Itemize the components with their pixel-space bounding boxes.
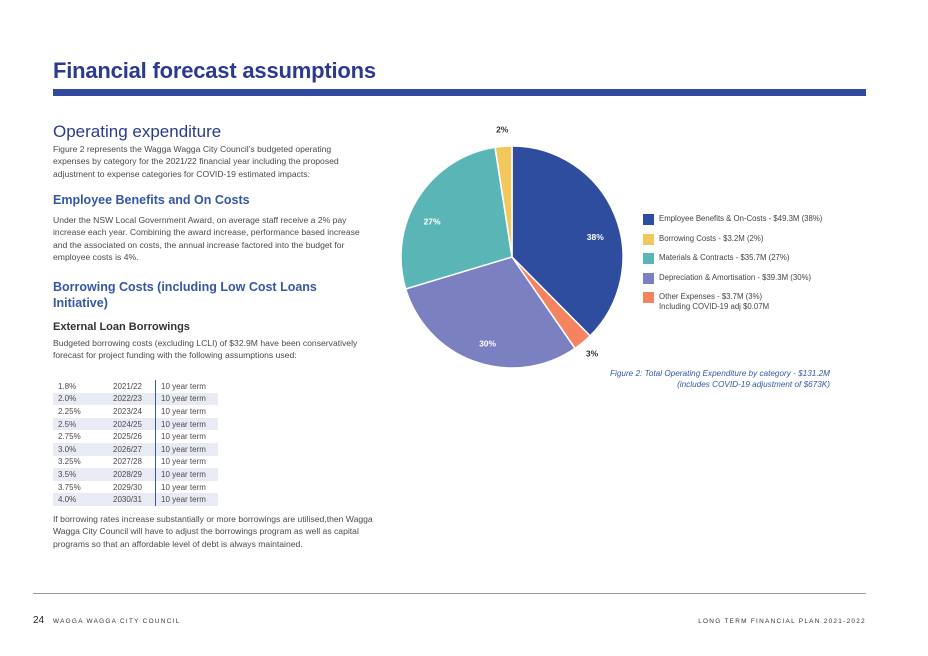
legend-swatch bbox=[643, 292, 654, 303]
year-cell: 2030/31 bbox=[108, 493, 156, 506]
pie-percent-label: 30% bbox=[479, 339, 496, 349]
year-cell: 2027/28 bbox=[108, 455, 156, 469]
figure-caption: Figure 2: Total Operating Expenditure by… bbox=[560, 369, 830, 390]
pie-percent-label: 2% bbox=[496, 125, 509, 135]
borrowing-rates-table: 1.8% 2021/22 10 year term 2.0% 2022/23 10 yea… bbox=[53, 380, 218, 506]
legend-label: Borrowing Costs - $3.2M (2%) bbox=[659, 233, 764, 243]
legend-item: Materials & Contracts - $35.7M (27%) bbox=[643, 253, 822, 264]
term-cell: 10 year term bbox=[155, 468, 218, 481]
section-heading-employee: Employee Benefits and On Costs bbox=[53, 193, 250, 207]
rate-cell: 4.0% bbox=[53, 493, 108, 506]
table-row: 3.5% 2028/29 10 year term bbox=[53, 468, 218, 481]
legend-item: Other Expenses - $3.7M (3%) Including COV… bbox=[643, 292, 822, 312]
pie-slice bbox=[400, 146, 513, 290]
pie-percent-label: 27% bbox=[424, 216, 441, 226]
table-row: 2.0% 2022/23 10 year term bbox=[53, 392, 218, 406]
year-cell: 2025/26 bbox=[108, 430, 156, 443]
pie-percent-label: 3% bbox=[586, 349, 599, 359]
rate-cell: 3.25% bbox=[58, 457, 81, 467]
legend-swatch bbox=[643, 214, 654, 225]
operating-intro: Figure 2 represents the Wagga Wagga City… bbox=[53, 144, 339, 179]
table-row: 2.75% 2025/26 10 year term bbox=[53, 430, 218, 443]
legend-swatch bbox=[643, 253, 654, 264]
rate-cell: 3.5% bbox=[53, 468, 108, 481]
legend-label: Employee Benefits & On-Costs - $49.3M (3… bbox=[659, 214, 823, 223]
employee-text: Under the NSW Local Government Award, on… bbox=[53, 215, 360, 262]
term-cell: 10 year term bbox=[161, 406, 206, 416]
rate-cell: 2.5% bbox=[53, 417, 108, 431]
pie-slice bbox=[511, 145, 624, 337]
rate-cell: 2.25% bbox=[58, 406, 81, 416]
table-row: 1.8% 2021/22 10 year term bbox=[53, 380, 218, 393]
term-cell: 10 year term bbox=[161, 482, 206, 492]
term-cell: 10 year term bbox=[155, 493, 218, 506]
term-cell: 10 year term bbox=[161, 457, 206, 467]
year-cell: 2026/27 bbox=[108, 442, 156, 456]
year-cell: 2024/25 bbox=[108, 417, 156, 431]
pie-percent-label: 38% bbox=[587, 232, 604, 242]
borrowing-closing: If borrowing rates increase substantiall… bbox=[53, 514, 373, 549]
year-cell: 2022/23 bbox=[108, 392, 156, 406]
borrowing-text: Budgeted borrowing costs (excluding LCLI… bbox=[53, 338, 358, 361]
legend-item: Employee Benefits & On-Costs - $49.3M (3… bbox=[643, 214, 822, 225]
subheading-external-loans: External Loan Borrowings bbox=[53, 321, 190, 333]
year-cell: 2021/22 bbox=[108, 380, 156, 393]
legend-item: Borrowing Costs - $3.2M (2%) bbox=[643, 233, 822, 245]
rate-cell: 3.0% bbox=[53, 442, 108, 456]
term-cell: 10 year term bbox=[161, 381, 206, 391]
table-row: 3.75% 2029/30 10 year term bbox=[53, 480, 218, 494]
rate-cell: 2.75% bbox=[58, 432, 81, 442]
legend-label: Materials & Contracts - $35.7M (27%) bbox=[659, 253, 790, 262]
table-row: 3.0% 2026/27 10 year term bbox=[53, 442, 218, 456]
table-row: 2.25% 2023/24 10 year term bbox=[53, 405, 218, 418]
table-row: 2.5% 2024/25 10 year term bbox=[53, 417, 218, 431]
rate-cell: 3.75% bbox=[58, 482, 81, 492]
term-cell: 10 year term bbox=[161, 432, 206, 442]
legend-swatch bbox=[643, 272, 654, 284]
legend-label: Other Expenses - $3.7M (3%) Including COV… bbox=[659, 292, 770, 311]
footer-document-title: LONG TERM FINANCIAL PLAN 2021-2022 bbox=[698, 618, 866, 625]
footer-rule bbox=[33, 593, 866, 594]
term-cell: 10 year term bbox=[155, 442, 218, 456]
title-rule bbox=[53, 89, 866, 96]
table-row: 3.25% 2027/28 10 year term bbox=[53, 455, 218, 469]
caption-line-2: (includes COVID-19 adjustment of $673K) bbox=[677, 379, 830, 389]
chart-legend: Employee Benefits & On-Costs - $49.3M (3… bbox=[643, 214, 822, 312]
legend-item: Depreciation & Amortisation - $39.3M (30… bbox=[643, 272, 822, 284]
expenditure-pie-chart: 38% 3% 30% 27% 2% bbox=[400, 125, 624, 369]
pie-slice bbox=[494, 145, 513, 258]
rate-cell: 2.0% bbox=[53, 392, 108, 406]
rate-cell: 1.8% bbox=[58, 381, 77, 391]
page-title: Financial forecast assumptions bbox=[53, 58, 376, 83]
section-heading-operating: Operating expenditure bbox=[53, 122, 222, 141]
term-cell: 10 year term bbox=[155, 417, 218, 431]
term-cell: 10 year term bbox=[155, 392, 218, 406]
footer-organisation: WAGGA WAGGA CITY COUNCIL bbox=[53, 618, 181, 625]
caption-line-1: Figure 2: Total Operating Expenditure by… bbox=[610, 369, 830, 378]
year-cell: 2028/29 bbox=[108, 468, 156, 481]
year-cell: 2023/24 bbox=[108, 405, 156, 418]
legend-swatch bbox=[643, 233, 654, 245]
table-row: 4.0% 2030/31 10 year term bbox=[53, 493, 218, 506]
page-number: 24 bbox=[33, 615, 45, 626]
legend-label: Depreciation & Amortisation - $39.3M (30… bbox=[659, 272, 812, 282]
year-cell: 2029/30 bbox=[108, 480, 156, 494]
section-heading-borrowing: Borrowing Costs (including Low Cost Loan… bbox=[53, 280, 317, 310]
pie-slice bbox=[404, 256, 577, 369]
